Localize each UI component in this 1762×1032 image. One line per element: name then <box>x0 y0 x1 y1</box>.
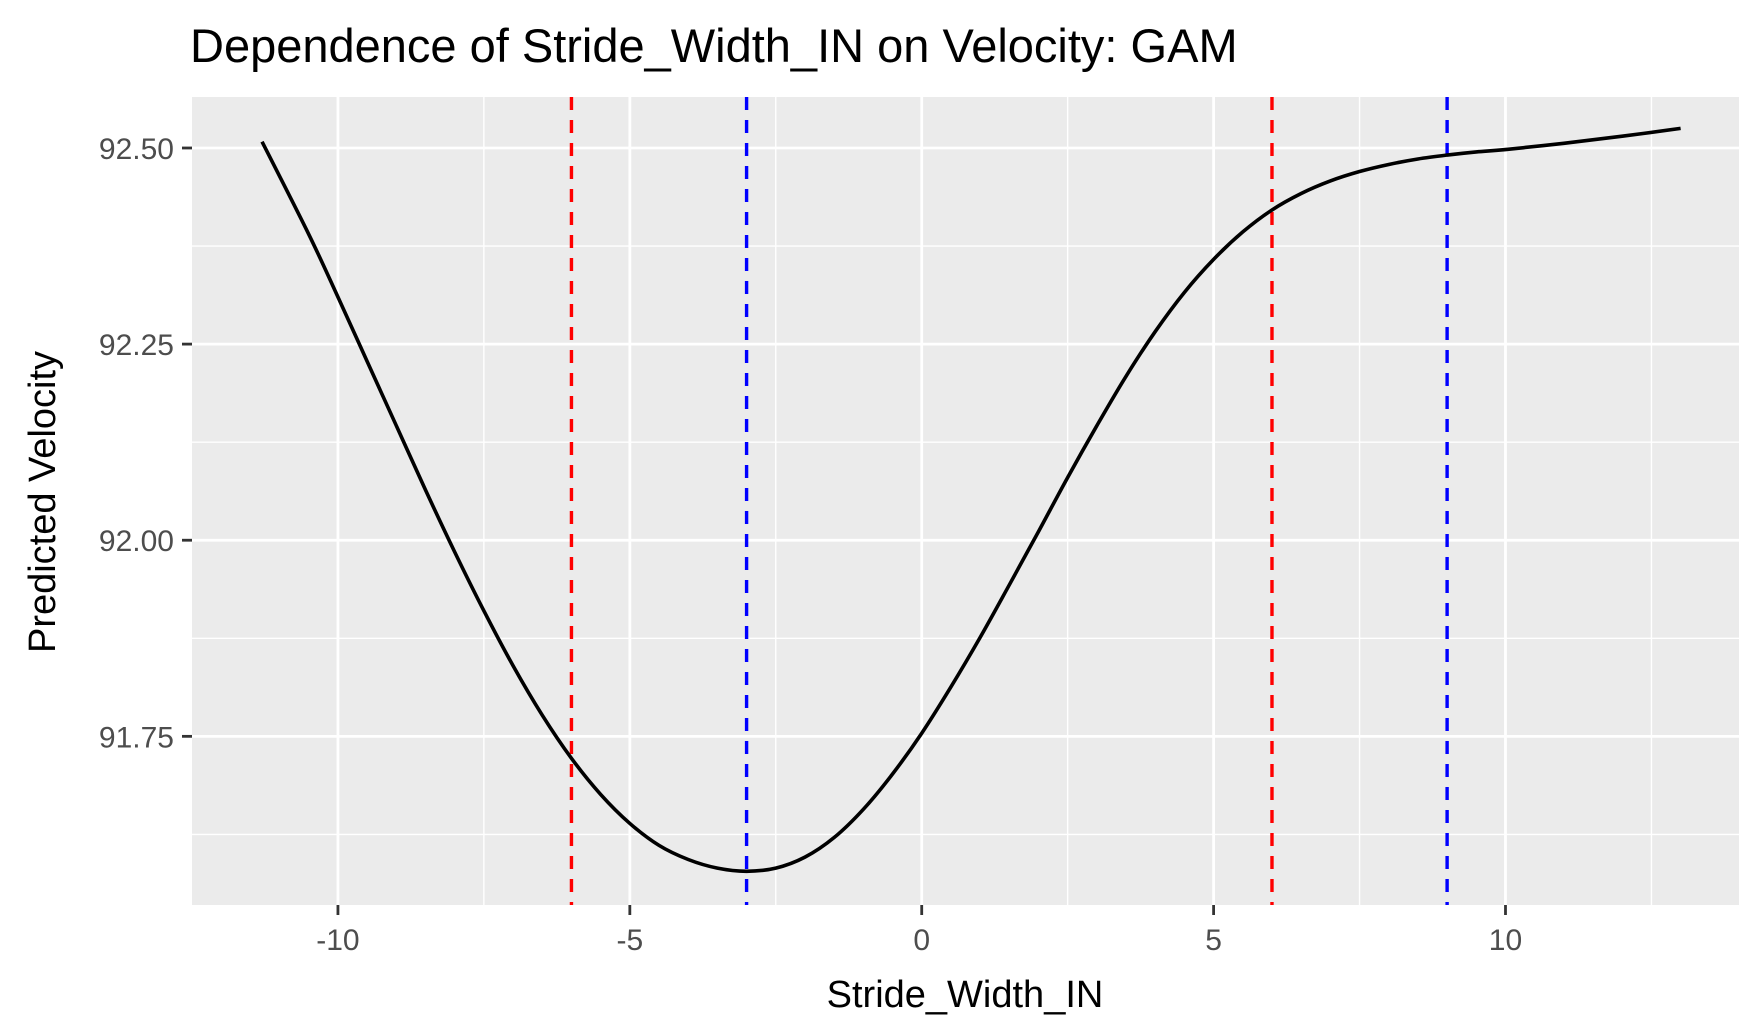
x-axis-label: Stride_Width_IN <box>827 974 1104 1016</box>
y-axis-label: Predicted Velocity <box>22 351 64 653</box>
y-tick-label: 91.75 <box>99 721 174 754</box>
x-axis: -10 -5 0 5 10 <box>316 905 1522 957</box>
y-tick-label: 92.50 <box>99 133 174 166</box>
series-line <box>260 126 1681 874</box>
x-tick-label: 5 <box>1205 924 1222 957</box>
plot-panel <box>192 97 1739 905</box>
x-tick-label: -10 <box>316 924 359 957</box>
y-tick-label: 92.25 <box>99 329 174 362</box>
y-axis: 91.75 92.00 92.25 92.50 <box>99 133 192 754</box>
chart-title: Dependence of Stride_Width_IN on Velocit… <box>190 19 1238 72</box>
x-tick-label: -5 <box>616 924 643 957</box>
x-tick-label: 10 <box>1489 924 1522 957</box>
y-tick-label: 92.00 <box>99 525 174 558</box>
reference-lines <box>569 97 1449 905</box>
major-gridlines <box>192 97 1739 905</box>
series-layer <box>260 126 1681 874</box>
x-tick-label: 0 <box>913 924 930 957</box>
minor-gridlines <box>192 97 1739 905</box>
